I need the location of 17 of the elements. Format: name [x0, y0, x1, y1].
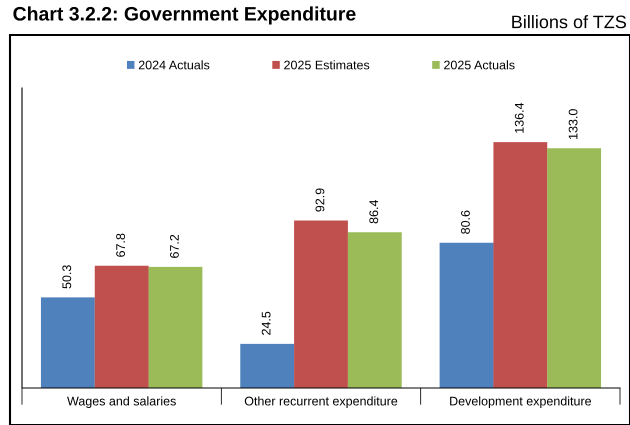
x-tick-label: Wages and salaries [67, 396, 176, 408]
data-label: 24.5 [262, 312, 271, 335]
data-label: 92.9 [316, 188, 324, 212]
data-label: 80.6 [461, 210, 470, 234]
legend-label: 2024 Actuals [138, 60, 210, 70]
data-label: 133.0 [568, 109, 578, 139]
data-label: 67.8 [116, 234, 126, 257]
legend-label: 2025 Estimates [284, 60, 370, 70]
data-label: 67.2 [170, 234, 179, 258]
data-label: 86.4 [369, 200, 378, 224]
chart-title: Chart 3.2.2: Government Expenditure [13, 6, 356, 24]
chart-subtitle: Billions of TZS [512, 15, 626, 28]
legend-label: 2025 Actuals [444, 60, 515, 70]
x-tick-label: Development expenditure [450, 396, 592, 408]
x-tick-label: Other recurrent expenditure [244, 396, 398, 408]
data-label: 136.4 [514, 102, 524, 133]
data-label: 50.3 [62, 265, 72, 288]
